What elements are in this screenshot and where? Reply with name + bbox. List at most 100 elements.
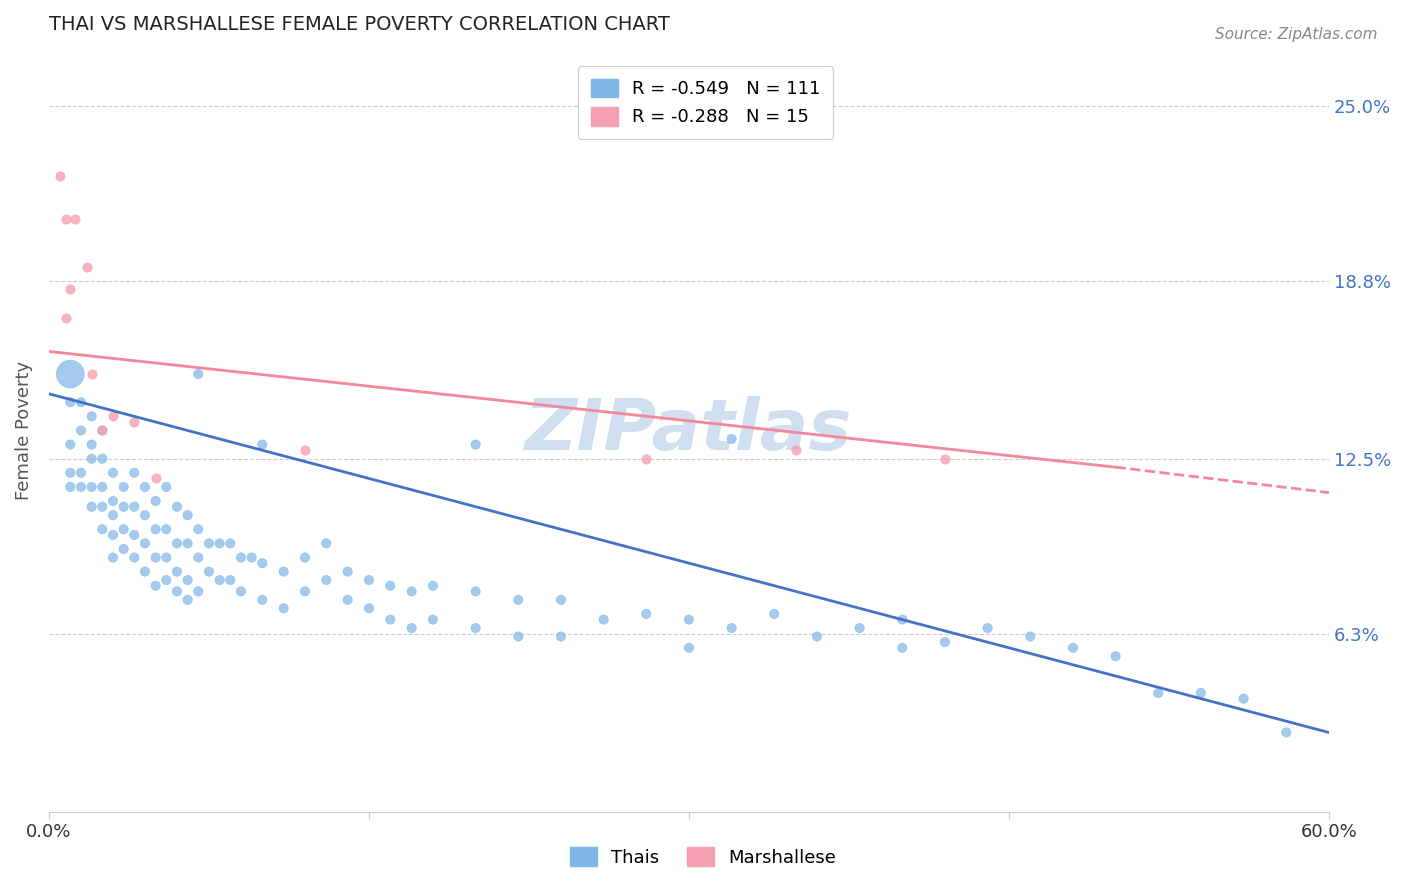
Point bbox=[124, 466, 146, 480]
Point bbox=[63, 211, 86, 226]
Point bbox=[112, 480, 135, 494]
Point bbox=[357, 573, 380, 587]
Point bbox=[101, 466, 124, 480]
Point bbox=[101, 508, 124, 523]
Point bbox=[187, 550, 209, 565]
Point bbox=[252, 437, 274, 451]
Point bbox=[70, 395, 93, 409]
Point bbox=[1104, 649, 1126, 664]
Point bbox=[1189, 686, 1212, 700]
Point bbox=[145, 550, 167, 565]
Point bbox=[91, 522, 114, 536]
Point bbox=[176, 592, 198, 607]
Point bbox=[401, 621, 423, 635]
Point bbox=[76, 260, 98, 274]
Legend: Thais, Marshallese: Thais, Marshallese bbox=[562, 840, 844, 874]
Point bbox=[252, 556, 274, 570]
Point bbox=[166, 536, 188, 550]
Point bbox=[187, 522, 209, 536]
Point bbox=[357, 601, 380, 615]
Point bbox=[1019, 630, 1042, 644]
Point bbox=[806, 630, 828, 644]
Point bbox=[252, 592, 274, 607]
Point bbox=[1275, 725, 1298, 739]
Point bbox=[636, 451, 658, 466]
Point bbox=[124, 550, 146, 565]
Point bbox=[678, 613, 700, 627]
Point bbox=[145, 494, 167, 508]
Point bbox=[891, 613, 914, 627]
Point bbox=[134, 536, 156, 550]
Point bbox=[59, 480, 82, 494]
Point bbox=[273, 601, 295, 615]
Point bbox=[720, 432, 742, 446]
Point bbox=[145, 522, 167, 536]
Point bbox=[273, 565, 295, 579]
Point bbox=[198, 536, 221, 550]
Point bbox=[155, 522, 177, 536]
Point bbox=[763, 607, 786, 621]
Point bbox=[891, 640, 914, 655]
Point bbox=[80, 451, 103, 466]
Point bbox=[380, 613, 402, 627]
Point bbox=[55, 211, 77, 226]
Point bbox=[678, 640, 700, 655]
Point bbox=[70, 424, 93, 438]
Point bbox=[229, 584, 252, 599]
Point bbox=[155, 573, 177, 587]
Point bbox=[80, 480, 103, 494]
Point bbox=[155, 550, 177, 565]
Point bbox=[70, 466, 93, 480]
Point bbox=[229, 550, 252, 565]
Point bbox=[145, 471, 167, 485]
Point bbox=[112, 522, 135, 536]
Point bbox=[208, 573, 231, 587]
Point bbox=[101, 409, 124, 424]
Point bbox=[166, 584, 188, 599]
Text: THAI VS MARSHALLESE FEMALE POVERTY CORRELATION CHART: THAI VS MARSHALLESE FEMALE POVERTY CORRE… bbox=[49, 15, 669, 34]
Point bbox=[401, 584, 423, 599]
Point bbox=[1232, 691, 1254, 706]
Point bbox=[380, 579, 402, 593]
Point bbox=[315, 536, 337, 550]
Point bbox=[166, 565, 188, 579]
Point bbox=[976, 621, 998, 635]
Point bbox=[101, 550, 124, 565]
Point bbox=[124, 500, 146, 514]
Text: ZIPatlas: ZIPatlas bbox=[526, 396, 852, 465]
Point bbox=[336, 592, 359, 607]
Point bbox=[508, 592, 530, 607]
Point bbox=[91, 424, 114, 438]
Point bbox=[134, 480, 156, 494]
Point bbox=[80, 500, 103, 514]
Point bbox=[166, 500, 188, 514]
Point bbox=[550, 592, 572, 607]
Point bbox=[124, 528, 146, 542]
Point bbox=[592, 613, 614, 627]
Point bbox=[91, 424, 114, 438]
Point bbox=[91, 500, 114, 514]
Point bbox=[294, 584, 316, 599]
Point bbox=[422, 579, 444, 593]
Point bbox=[1062, 640, 1084, 655]
Point bbox=[101, 528, 124, 542]
Point bbox=[208, 536, 231, 550]
Point bbox=[934, 451, 956, 466]
Point bbox=[80, 367, 103, 381]
Point bbox=[48, 169, 70, 184]
Point bbox=[91, 480, 114, 494]
Point bbox=[176, 573, 198, 587]
Point bbox=[294, 443, 316, 458]
Point bbox=[55, 310, 77, 325]
Point bbox=[219, 573, 242, 587]
Y-axis label: Female Poverty: Female Poverty bbox=[15, 361, 32, 500]
Point bbox=[464, 584, 486, 599]
Point bbox=[508, 630, 530, 644]
Point bbox=[636, 607, 658, 621]
Point bbox=[80, 409, 103, 424]
Point bbox=[134, 508, 156, 523]
Point bbox=[198, 565, 221, 579]
Point bbox=[176, 536, 198, 550]
Point bbox=[59, 367, 82, 381]
Point bbox=[848, 621, 870, 635]
